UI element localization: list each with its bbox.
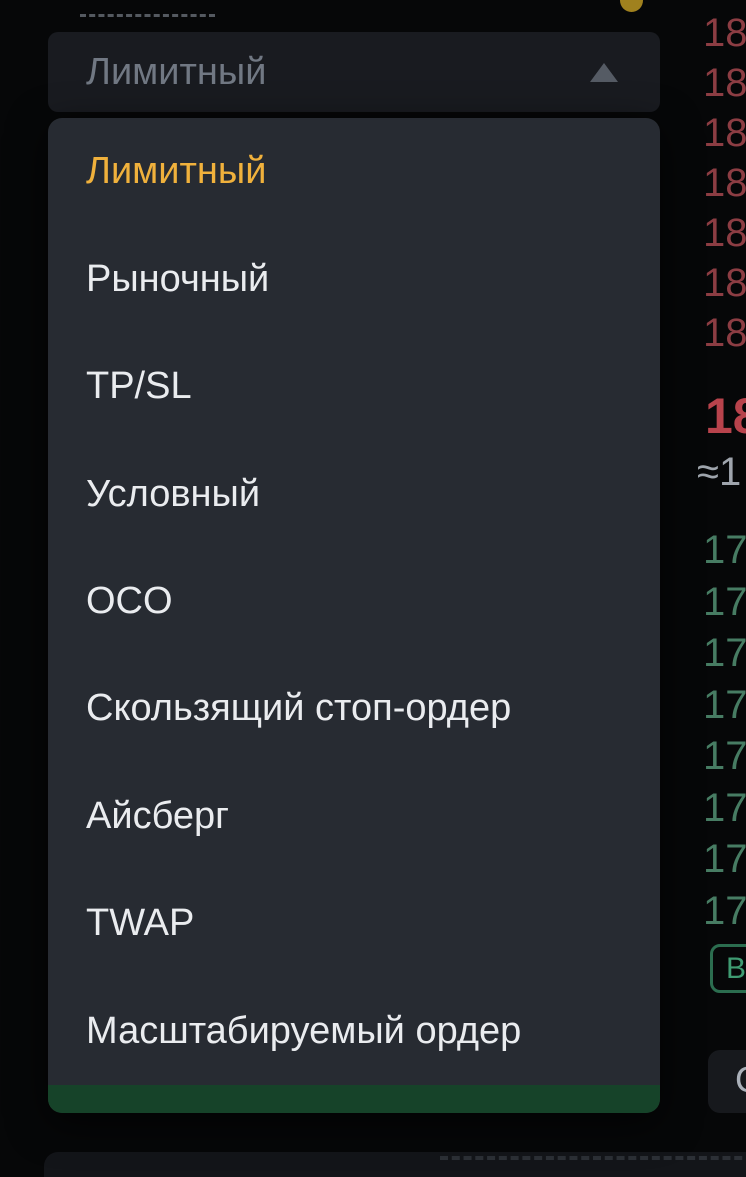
chevron-up-icon [590, 62, 618, 82]
last-price: 18 [705, 388, 746, 444]
dropdown-item-twap[interactable]: TWAP [86, 902, 195, 945]
buy-button-edge [48, 1084, 660, 1113]
approx-fiat-value: ≈1 [697, 450, 742, 494]
order-type-selector[interactable]: Лимитный [48, 32, 660, 112]
ask-price-row: 18 [703, 11, 746, 55]
ask-price-row: 18 [703, 311, 746, 355]
dropdown-item-scaled-order[interactable]: Масштабируемый ордер [86, 1009, 522, 1052]
ask-price-row: 18 [703, 61, 746, 105]
buy-badge: В [710, 944, 746, 993]
dashed-underline [80, 14, 215, 17]
dropdown-item-limit[interactable]: Лимитный [86, 150, 267, 193]
order-book-asks: 18 18 18 18 18 18 18 [703, 8, 746, 358]
bid-price-row: 17 [703, 837, 746, 881]
order-book-bids: 17 17 17 17 17 17 17 17 [703, 525, 746, 937]
bid-price-row: 17 [703, 631, 746, 675]
dropdown-item-trailing-stop[interactable]: Скользящий стоп-ордер [86, 687, 512, 730]
ask-price-row: 18 [703, 111, 746, 155]
order-type-selector-value: Лимитный [86, 50, 267, 93]
dropdown-item-market[interactable]: Рыночный [86, 257, 270, 300]
dropdown-item-iceberg[interactable]: Айсберг [86, 794, 230, 837]
unit-button: С [708, 1050, 746, 1113]
bid-price-row: 17 [703, 682, 746, 727]
bid-price-row: 17 [703, 528, 746, 572]
order-type-dropdown: Лимитный Рыночный TP/SL Условный OCO Ско… [48, 118, 660, 1113]
ask-price-row: 18 [703, 261, 746, 305]
dashed-underline [440, 1156, 746, 1160]
bid-price-row: 17 [703, 579, 746, 624]
bid-price-row: 17 [703, 888, 746, 933]
ask-price-row: 18 [703, 161, 746, 205]
dropdown-item-conditional[interactable]: Условный [86, 472, 261, 515]
dropdown-item-tpsl[interactable]: TP/SL [86, 365, 192, 408]
bid-price-row: 17 [703, 785, 746, 830]
coin-icon [620, 0, 643, 12]
bid-price-row: 17 [703, 734, 746, 778]
dropdown-item-oco[interactable]: OCO [86, 579, 173, 622]
bottom-panel-edge [44, 1152, 746, 1177]
ask-price-row: 18 [703, 211, 746, 255]
